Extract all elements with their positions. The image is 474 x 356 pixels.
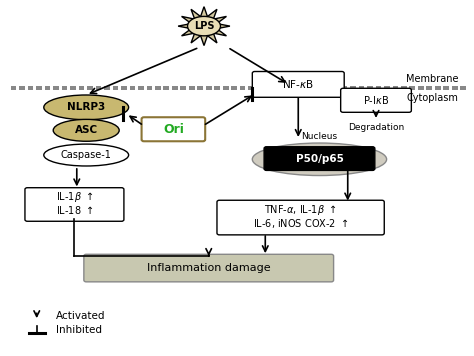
Bar — [28, 86, 34, 90]
Bar — [265, 86, 271, 90]
Bar — [460, 86, 466, 90]
Bar — [401, 86, 407, 90]
Bar — [121, 86, 127, 90]
Bar — [172, 86, 178, 90]
Text: Activated: Activated — [55, 311, 105, 321]
Bar — [45, 86, 50, 90]
Bar — [427, 86, 432, 90]
Bar — [104, 86, 110, 90]
FancyBboxPatch shape — [84, 254, 334, 282]
FancyBboxPatch shape — [264, 147, 375, 171]
Bar — [96, 86, 101, 90]
Bar — [316, 86, 322, 90]
Ellipse shape — [252, 143, 387, 176]
Bar — [223, 86, 228, 90]
Bar — [70, 86, 76, 90]
Bar — [274, 86, 279, 90]
Bar — [79, 86, 84, 90]
Bar — [53, 86, 59, 90]
Bar — [291, 86, 296, 90]
Text: NLRP3: NLRP3 — [67, 103, 105, 112]
Bar — [358, 86, 364, 90]
Bar — [138, 86, 144, 90]
Bar — [452, 86, 457, 90]
Text: Degradation: Degradation — [348, 123, 404, 132]
Bar — [435, 86, 440, 90]
Text: P50/p65: P50/p65 — [295, 153, 343, 163]
Bar — [87, 86, 93, 90]
Bar — [325, 86, 330, 90]
Bar — [231, 86, 237, 90]
Bar — [197, 86, 203, 90]
Bar — [375, 86, 381, 90]
Text: Cytoplasm: Cytoplasm — [407, 93, 458, 103]
Bar — [214, 86, 220, 90]
Bar — [333, 86, 339, 90]
Text: P-I$\kappa$B: P-I$\kappa$B — [363, 94, 389, 106]
Bar — [410, 86, 415, 90]
Bar — [62, 86, 67, 90]
Bar — [181, 86, 186, 90]
Bar — [206, 86, 211, 90]
Text: Inflammation damage: Inflammation damage — [147, 263, 271, 273]
Text: Nucleus: Nucleus — [301, 132, 337, 141]
Bar — [308, 86, 313, 90]
Bar — [342, 86, 347, 90]
Text: LPS: LPS — [194, 21, 214, 31]
Bar — [282, 86, 288, 90]
Bar — [129, 86, 135, 90]
Ellipse shape — [188, 16, 220, 36]
FancyBboxPatch shape — [252, 72, 344, 97]
Bar — [350, 86, 356, 90]
Bar — [257, 86, 263, 90]
Text: ASC: ASC — [74, 125, 98, 135]
Bar — [11, 86, 17, 90]
Ellipse shape — [53, 119, 119, 141]
Bar — [418, 86, 424, 90]
Text: NF-$\kappa$B: NF-$\kappa$B — [283, 78, 314, 90]
Bar — [189, 86, 195, 90]
Bar — [443, 86, 449, 90]
FancyBboxPatch shape — [217, 200, 384, 235]
Bar — [19, 86, 25, 90]
Bar — [367, 86, 373, 90]
Bar — [248, 86, 254, 90]
Bar — [384, 86, 390, 90]
Bar — [392, 86, 398, 90]
Ellipse shape — [44, 144, 128, 166]
Text: IL-6, iNOS COX-2 $\uparrow$: IL-6, iNOS COX-2 $\uparrow$ — [253, 218, 348, 230]
FancyBboxPatch shape — [25, 188, 124, 221]
Text: Inhibited: Inhibited — [55, 325, 101, 335]
Bar — [240, 86, 246, 90]
Text: TNF-$\alpha$, IL-1$\beta$ $\uparrow$: TNF-$\alpha$, IL-1$\beta$ $\uparrow$ — [264, 204, 337, 218]
FancyBboxPatch shape — [142, 117, 205, 141]
Text: IL-18 $\uparrow$: IL-18 $\uparrow$ — [56, 204, 93, 216]
FancyBboxPatch shape — [341, 88, 411, 112]
Bar — [36, 86, 42, 90]
Bar — [113, 86, 118, 90]
Text: Caspase-1: Caspase-1 — [61, 150, 112, 160]
Bar — [155, 86, 161, 90]
Text: Ori: Ori — [163, 123, 184, 136]
Bar — [146, 86, 152, 90]
Polygon shape — [178, 7, 230, 46]
Ellipse shape — [44, 95, 128, 120]
Bar — [299, 86, 305, 90]
Bar — [164, 86, 169, 90]
Text: Membrane: Membrane — [406, 74, 458, 84]
Text: IL-1$\beta$ $\uparrow$: IL-1$\beta$ $\uparrow$ — [56, 190, 93, 204]
